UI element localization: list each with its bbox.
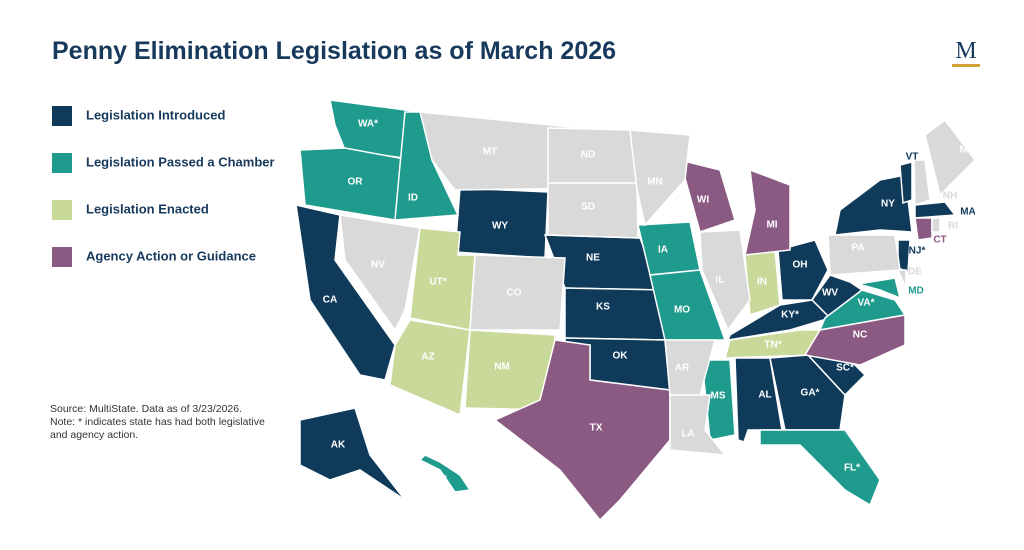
state-label: IL (716, 275, 725, 286)
state-label: MA (960, 207, 976, 218)
state-label: OR (348, 177, 364, 188)
state-shape (389, 319, 471, 417)
legend-swatch (52, 153, 72, 173)
state-shape (724, 329, 827, 359)
state-shape (931, 217, 941, 233)
state-shape (803, 314, 906, 366)
state-label: RI (948, 221, 958, 232)
state-label: WA* (358, 119, 378, 130)
state-label: ME (960, 145, 975, 156)
states: WY CA NE KS OK AK AL GA* SC* OH WV KY* NY VT MA NJ* WA* O… (295, 99, 976, 522)
state-shape (899, 161, 913, 205)
state-label: TX (590, 423, 603, 434)
state-label: MT (483, 147, 497, 158)
logo-bar (952, 64, 980, 67)
state-label: MS (711, 391, 726, 402)
state-label: TN* (764, 340, 781, 351)
state-label: NM (494, 362, 510, 373)
state-label: AR (675, 363, 690, 374)
state-shape (896, 269, 907, 289)
state-label: IA (658, 245, 668, 256)
state-shape (914, 217, 933, 241)
legend-label: Legislation Passed a Chamber (86, 154, 275, 169)
state-shape (669, 394, 727, 456)
state-label: DE (908, 267, 922, 278)
state-label: ID (408, 193, 418, 204)
state-label: AK (331, 440, 346, 451)
state-label: SD (581, 202, 595, 213)
state-shape (913, 159, 931, 207)
state-label: MI (766, 220, 777, 231)
state-label: NJ* (909, 246, 926, 257)
state-label: OH (793, 260, 808, 271)
state-label: HI (437, 475, 447, 486)
footnote: Source: MultiState. Data as of 3/23/2026… (50, 403, 285, 442)
state-shape (564, 287, 666, 341)
state-label: LA (681, 429, 694, 440)
state-shape (818, 289, 907, 331)
legend-swatch (52, 106, 72, 126)
legend-swatch (52, 247, 72, 267)
state-label: FL* (844, 463, 860, 474)
state-label: AL (758, 390, 771, 401)
state-label: WI (697, 195, 709, 206)
state-label: SC* (836, 363, 854, 374)
state-shape (295, 204, 396, 381)
state-shape (339, 214, 421, 332)
state-label: VA* (857, 298, 874, 309)
legend-label: Agency Action or Guidance (86, 248, 256, 263)
state-label: CO (507, 288, 522, 299)
state-label: WV (822, 288, 838, 299)
state-label: PA (851, 243, 864, 254)
state-shape (699, 229, 751, 332)
state-label: CT (933, 235, 946, 246)
state-label: OK (613, 351, 629, 362)
state-shape (744, 168, 791, 256)
state-label: NH (943, 191, 957, 202)
state-label: ND (581, 150, 595, 161)
state-label: NV (371, 260, 385, 271)
legend-label: Legislation Enacted (86, 201, 209, 216)
legend-swatch (52, 200, 72, 220)
state-label: MO (674, 305, 690, 316)
state-label: GA* (801, 388, 820, 399)
state-shape (299, 407, 406, 501)
state-shape (914, 201, 957, 219)
note: Note: * indicates state has had both leg… (50, 416, 265, 441)
state-shape (678, 158, 736, 233)
state-shape (857, 277, 902, 300)
state-shape (629, 129, 691, 227)
state-label: MD (908, 286, 924, 297)
state-label: IN (757, 277, 767, 288)
state-label: NY (881, 199, 895, 210)
legend: Legislation Introduced Legislation Passed… (52, 106, 275, 267)
state-label: KY* (781, 310, 799, 321)
state-shape (827, 234, 901, 276)
state-shape (649, 269, 727, 341)
state-shape (547, 182, 639, 239)
state-label: NE (586, 253, 600, 264)
state-shape (834, 174, 913, 236)
state-shape (469, 254, 566, 331)
state-label: MN (647, 177, 663, 188)
state-label: WY (492, 221, 508, 232)
state-shape (759, 429, 881, 507)
state-label: CA (323, 295, 337, 306)
source: Source: MultiState. Data as of 3/23/2026… (50, 403, 243, 415)
logo: M (955, 38, 976, 64)
state-shape (924, 118, 976, 197)
state-label: KS (596, 302, 610, 313)
state-label: UT* (429, 277, 446, 288)
state-label: VT (906, 152, 919, 163)
title: Penny Elimination Legislation as of Marc… (52, 37, 616, 65)
state-shape (777, 239, 829, 301)
state-label: AZ (421, 352, 434, 363)
state-label: NC (853, 330, 867, 341)
legend-label: Legislation Introduced (86, 107, 225, 122)
state-shape (493, 339, 671, 522)
state-shape (418, 454, 472, 493)
